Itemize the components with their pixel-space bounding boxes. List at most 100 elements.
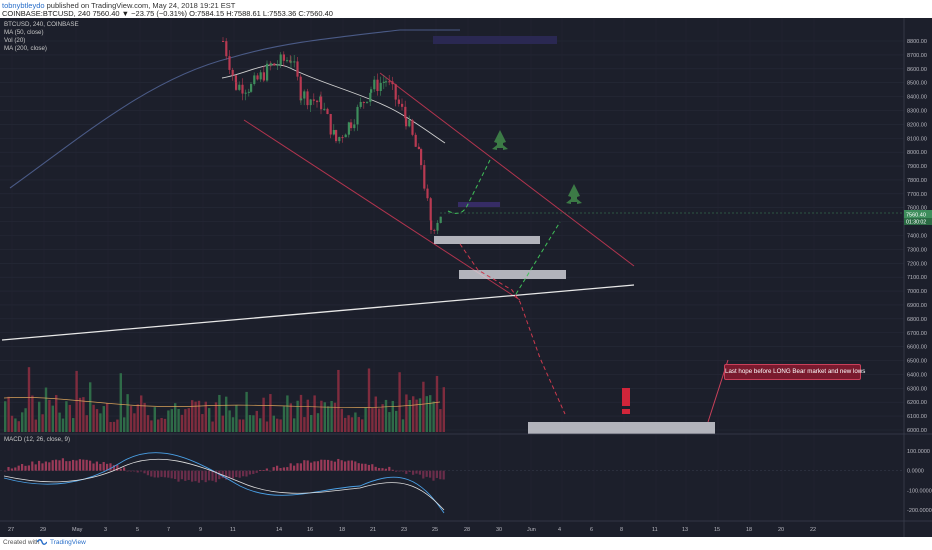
candle-body [303, 91, 306, 99]
legend-macd[interactable]: MACD (12, 26, close, 9) [4, 436, 71, 443]
volume-bar [248, 415, 252, 432]
macd-histogram-bar [85, 459, 88, 471]
volume-bar [265, 421, 269, 432]
support-trendline [1, 284, 635, 341]
legend-symbol[interactable]: BTCUSD, 240, COINBASE [4, 21, 79, 28]
macd-panel [0, 452, 904, 514]
volume-bar [412, 396, 415, 432]
annotation-callout[interactable]: Last hope before LONG Bear market and ne… [724, 364, 865, 380]
macd-histogram-bar [388, 466, 391, 471]
volume-bar [238, 419, 241, 432]
volume-bar [354, 412, 357, 432]
price-tick-label: 8200.00 [907, 122, 927, 128]
volume-bar [21, 412, 24, 432]
volume-bar [425, 396, 428, 432]
volume-bar [418, 398, 422, 432]
candle-body [411, 120, 414, 135]
macd-histogram-bar [361, 463, 364, 471]
candle-body [433, 229, 436, 231]
volume-bar [340, 408, 343, 432]
candle-body [430, 220, 433, 230]
publish-info: published on TradingView.com, May 24, 20… [46, 1, 236, 10]
tradingview-brand[interactable]: TradingView [50, 539, 86, 546]
symbol-line: COINBASE:BTCUSD, 240 [2, 9, 91, 18]
volume-bar [316, 413, 320, 432]
candle-body [347, 122, 350, 135]
macd-histogram-bar [265, 468, 268, 471]
macd-histogram-bar [119, 468, 122, 471]
macd-histogram-bar [272, 467, 275, 471]
price-tick-label: 6300.00 [907, 386, 927, 392]
macd-histogram-bar [316, 461, 319, 471]
macd-histogram-bar [44, 461, 47, 471]
time-tick-label: 14 [276, 527, 282, 533]
macd-histogram-bar [327, 459, 330, 471]
legend-ma200[interactable]: MA (200, close) [4, 45, 47, 52]
volume-bar [361, 419, 364, 432]
volume-bar [228, 410, 231, 432]
volume-bar [48, 399, 51, 432]
macd-histogram-bar [306, 460, 309, 471]
macd-histogram-bar [95, 461, 98, 471]
volume-bar [255, 410, 258, 432]
candle-body [270, 63, 273, 66]
candle-body [228, 56, 231, 70]
volume-bar [201, 414, 204, 432]
price-chart[interactable]: 8800.008700.008600.008500.008400.008300.… [0, 18, 932, 537]
volume-bar [429, 395, 432, 432]
price-tick-label: 8300.00 [907, 108, 927, 114]
time-tick-label: 28 [464, 527, 470, 533]
macd-histogram-bar [204, 470, 207, 483]
volume-bar [191, 400, 194, 432]
macd-histogram-bar [55, 459, 58, 471]
target-zone-3 [528, 422, 715, 434]
bullish-path-1 [447, 159, 491, 214]
macd-histogram-bar [160, 470, 163, 477]
legend-vol[interactable]: Vol (20) [4, 37, 26, 44]
candle-body [394, 84, 397, 100]
macd-histogram-bar [252, 470, 255, 474]
macd-histogram-bar [344, 461, 347, 471]
price-tick-label: 6700.00 [907, 331, 927, 337]
candle-body [259, 72, 262, 80]
candle-body [388, 81, 391, 83]
macd-histogram-bar [422, 470, 425, 479]
macd-tick-label: 100.0000 [907, 449, 930, 455]
price-tick-label: 8700.00 [907, 53, 927, 59]
volume-bar [116, 419, 119, 432]
volume-bar [272, 415, 275, 432]
candle-body [420, 149, 423, 166]
volume-bar [136, 404, 139, 432]
volume-bar [432, 401, 435, 432]
candle-body [369, 92, 372, 102]
macd-histogram-bar [38, 460, 41, 471]
macd-histogram-bar [354, 461, 357, 471]
volume-bar [242, 419, 245, 432]
candle-body [335, 130, 338, 142]
candle-body [279, 54, 282, 65]
macd-histogram-bar [323, 459, 326, 471]
volume-bar [184, 409, 187, 432]
volume-bar [415, 399, 418, 432]
macd-histogram-bar [378, 468, 381, 471]
macd-histogram-bar [384, 468, 387, 471]
time-tick-label: 4 [558, 527, 561, 533]
candle-body [222, 41, 225, 42]
volume-bar [10, 415, 14, 432]
volume-bar [167, 410, 170, 432]
chart-area[interactable]: 8800.00 8700.00 8600.00 8500.00 8400.00 8300.… [0, 18, 932, 537]
candle-body [366, 101, 369, 103]
macd-histogram-bar [228, 470, 231, 478]
macd-histogram-bar [347, 460, 350, 471]
candle-body [359, 101, 362, 107]
candle-body [439, 216, 442, 223]
candle-body [289, 60, 292, 63]
legend-ma50[interactable]: MA (50, close) [4, 29, 44, 36]
macd-histogram-bar [21, 464, 24, 471]
volume-bar [31, 395, 34, 432]
author-link[interactable]: tobnybtleydo [2, 1, 45, 10]
candle-body [326, 108, 329, 115]
macd-histogram-bar [245, 470, 248, 477]
macd-histogram-bar [61, 458, 64, 471]
macd-histogram-bar [357, 463, 360, 471]
